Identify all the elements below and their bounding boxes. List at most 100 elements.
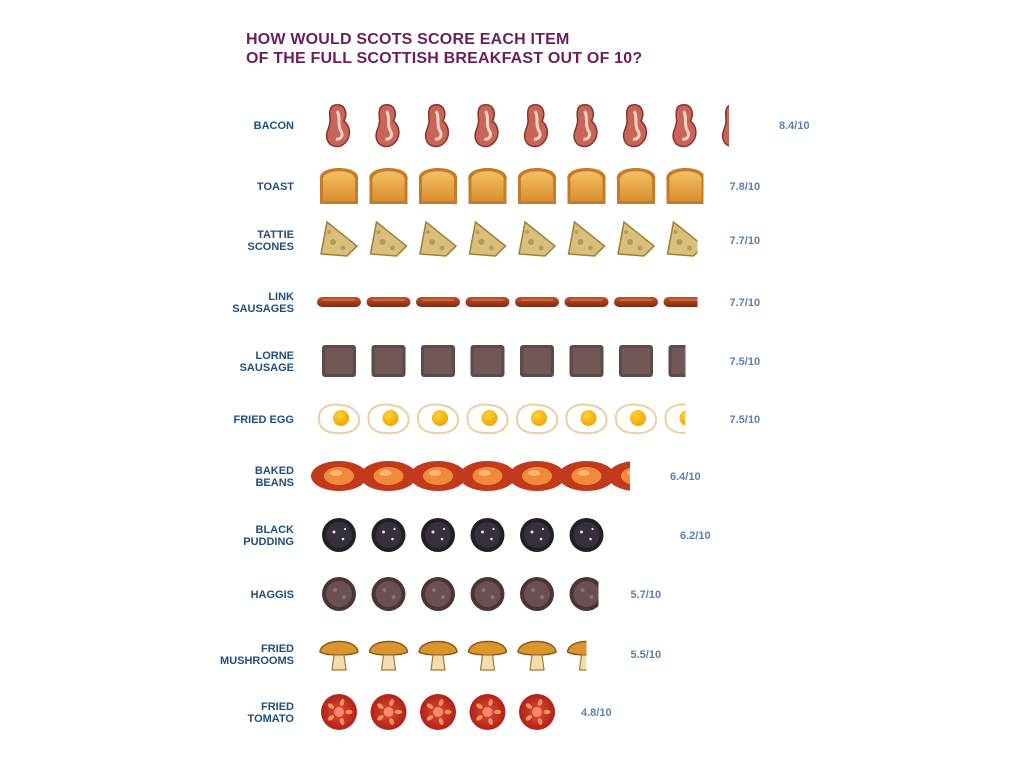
bacon-icon	[622, 104, 648, 148]
score-label: 6.2/10	[680, 530, 711, 542]
haggis-icon	[371, 577, 406, 611]
score-label: 7.7/10	[730, 235, 761, 247]
fried-egg-icon	[367, 403, 410, 435]
black-pudding-icon	[371, 518, 406, 552]
toast-icon	[666, 168, 704, 204]
tomato-icon	[469, 694, 506, 730]
lorne-sausage-icon	[421, 345, 455, 377]
score-label: 5.7/10	[631, 589, 662, 601]
tattie-scone-icon	[468, 220, 507, 257]
fried-egg-icon	[317, 403, 361, 435]
score-label: 6.4/10	[670, 471, 701, 483]
tomato-icon	[519, 694, 555, 730]
haggis-icon	[520, 577, 554, 611]
score-label: 5.5/10	[631, 649, 662, 661]
bacon-icon	[523, 104, 549, 148]
tattie-scone-icon	[518, 220, 557, 257]
baked-beans-icon	[360, 461, 417, 491]
toast-icon	[567, 168, 606, 204]
category-label: BACON	[254, 120, 294, 132]
lorne-sausage-icon	[470, 345, 505, 377]
score-label: 7.5/10	[730, 356, 761, 368]
category-label: BAKED	[255, 465, 294, 477]
category-label: PUDDING	[243, 536, 294, 548]
link-sausage-icon	[564, 297, 609, 307]
bacon-icon	[672, 104, 697, 148]
fried-egg-icon	[565, 403, 608, 435]
bacon-icon	[721, 104, 729, 147]
toast-icon	[468, 168, 507, 204]
category-label: MUSHROOMS	[220, 655, 294, 667]
category-label: SCONES	[248, 241, 294, 253]
mushroom-icon	[368, 640, 409, 671]
category-label: SAUSAGE	[240, 362, 294, 374]
fried-egg-icon	[466, 403, 509, 435]
mushroom-icon	[467, 640, 508, 671]
bacon-icon	[474, 104, 499, 148]
fried-egg-icon	[664, 403, 686, 435]
toast-icon	[616, 168, 656, 204]
tattie-scone-icon	[320, 220, 359, 257]
lorne-sausage-icon	[322, 345, 356, 377]
haggis-icon	[470, 577, 505, 611]
fried-egg-icon	[515, 403, 559, 435]
bacon-icon	[325, 104, 351, 148]
link-sausage-icon	[614, 297, 658, 307]
score-label: 7.5/10	[730, 414, 761, 426]
haggis-icon	[569, 577, 599, 611]
mushroom-icon	[517, 640, 557, 671]
tattie-scone-icon	[666, 220, 698, 257]
category-label: SAUSAGES	[232, 303, 294, 315]
baked-beans-icon	[558, 461, 615, 491]
score-label: 7.8/10	[730, 181, 761, 193]
category-label: LINK	[268, 291, 294, 303]
lorne-sausage-icon	[371, 345, 406, 377]
bacon-icon	[375, 104, 400, 148]
lorne-sausage-icon	[569, 345, 604, 377]
category-label: BEANS	[255, 477, 294, 489]
toast-icon	[418, 168, 458, 204]
fried-egg-icon	[416, 403, 460, 435]
category-label: LORNE	[256, 350, 295, 362]
chart-row: HAGGIS 5.7/10	[251, 577, 662, 611]
tomato-icon	[321, 694, 357, 730]
link-sausage-icon	[366, 297, 411, 307]
category-label: BLACK	[256, 524, 295, 536]
black-pudding-icon	[421, 518, 455, 552]
link-sausage-icon	[416, 297, 460, 307]
fried-egg-icon	[614, 403, 658, 435]
tattie-scone-icon	[567, 220, 606, 257]
chart-row: BACON 8.4/10	[254, 104, 810, 148]
black-pudding-icon	[569, 518, 604, 552]
baked-beans-icon	[509, 461, 565, 491]
score-label: 7.7/10	[730, 297, 761, 309]
link-sausage-icon	[465, 297, 510, 307]
mushroom-icon	[566, 640, 587, 671]
chart-title-line-1: HOW WOULD SCOTS SCORE EACH ITEM	[246, 31, 570, 48]
tattie-scone-icon	[369, 220, 408, 257]
category-label: TOAST	[257, 181, 294, 193]
lorne-sausage-icon	[668, 345, 686, 377]
baked-beans-icon	[608, 461, 630, 491]
chart-row: FRIED EGG 7.5/10	[233, 403, 761, 435]
category-label: HAGGIS	[251, 589, 294, 601]
mushroom-icon	[418, 640, 458, 671]
score-label: 4.8/10	[581, 707, 612, 719]
category-label: TOMATO	[248, 713, 295, 725]
baked-beans-icon	[311, 461, 367, 491]
bacon-icon	[424, 104, 450, 148]
toast-icon	[517, 168, 557, 204]
black-pudding-icon	[520, 518, 554, 552]
link-sausage-icon	[663, 297, 698, 307]
haggis-icon	[322, 577, 356, 611]
toast-icon	[369, 168, 408, 204]
